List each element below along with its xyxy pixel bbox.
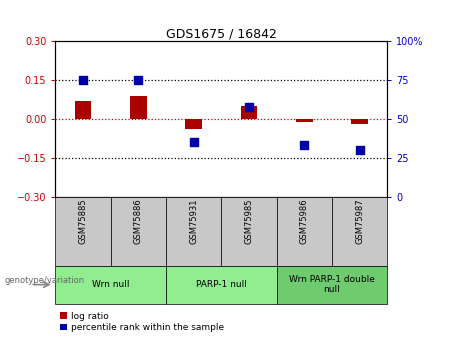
Point <box>79 77 87 83</box>
Bar <box>296 119 313 121</box>
Text: GSM75886: GSM75886 <box>134 199 143 245</box>
Point <box>245 104 253 109</box>
Text: PARP-1 null: PARP-1 null <box>196 280 247 289</box>
Bar <box>241 106 257 119</box>
Text: GSM75986: GSM75986 <box>300 199 309 244</box>
Bar <box>75 101 91 119</box>
Bar <box>332 197 387 266</box>
Bar <box>221 197 277 266</box>
Legend: log ratio, percentile rank within the sample: log ratio, percentile rank within the sa… <box>60 312 224 332</box>
Bar <box>111 197 166 266</box>
Point <box>356 147 363 153</box>
Point <box>301 143 308 148</box>
Bar <box>55 266 166 304</box>
Bar <box>185 119 202 129</box>
Bar <box>166 197 221 266</box>
Point <box>190 139 197 145</box>
Bar <box>166 266 277 304</box>
Text: genotype/variation: genotype/variation <box>5 276 85 285</box>
Title: GDS1675 / 16842: GDS1675 / 16842 <box>166 27 277 40</box>
Text: GSM75987: GSM75987 <box>355 199 364 244</box>
Bar <box>277 197 332 266</box>
Bar <box>55 197 111 266</box>
Bar <box>130 96 147 119</box>
Bar <box>351 119 368 124</box>
Text: Wrn PARP-1 double
null: Wrn PARP-1 double null <box>289 275 375 294</box>
Text: GSM75985: GSM75985 <box>244 199 254 244</box>
Text: GSM75885: GSM75885 <box>78 199 88 244</box>
Point <box>135 77 142 83</box>
Text: Wrn null: Wrn null <box>92 280 130 289</box>
Bar <box>277 266 387 304</box>
Text: GSM75931: GSM75931 <box>189 199 198 244</box>
